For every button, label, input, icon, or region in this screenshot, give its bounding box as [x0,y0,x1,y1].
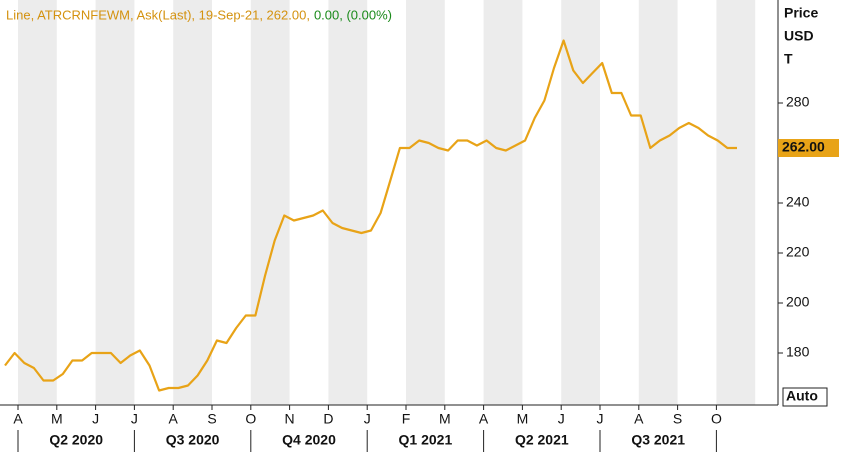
quarter-label: Q2 2021 [515,432,569,448]
x-tick-label: J [558,411,565,427]
month-band [328,0,368,405]
month-band [716,0,756,405]
x-tick-label: J [92,411,99,427]
x-tick-label: S [207,411,216,427]
y-tick-label: 240 [786,194,810,210]
quarter-label: Q2 2020 [49,432,103,448]
x-tick-label: S [673,411,682,427]
y-tick-label: 220 [786,244,810,260]
month-band [173,0,212,405]
y-tick-label: 200 [786,294,810,310]
month-band [483,0,523,405]
x-tick-label: O [245,411,256,427]
x-tick-label: J [364,411,371,427]
x-tick-label: A [634,411,644,427]
x-tick-label: A [13,411,23,427]
month-band [95,0,135,405]
axis-label: USD [784,28,814,44]
month-band [250,0,290,405]
month-band [638,0,678,405]
scale-mode: Auto [786,388,818,404]
x-tick-label: M [51,411,63,427]
x-tick-label: A [479,411,489,427]
y-tick-label: 180 [786,344,810,360]
x-tick-label: D [323,411,333,427]
y-tick-label: 280 [786,94,810,110]
month-band [406,0,445,405]
axis-label: Price [784,5,818,21]
price-line [4,39,737,392]
last-value-box [778,139,839,157]
x-tick-label: A [169,411,179,427]
x-tick-label: J [131,411,138,427]
quarter-label: Q3 2020 [166,432,220,448]
x-tick-label: M [439,411,451,427]
x-tick-label: M [517,411,529,427]
quarter-label: Q1 2021 [399,432,453,448]
x-tick-label: J [597,411,604,427]
month-bands [18,0,756,405]
scale-box [782,387,828,407]
x-tick-label: O [711,411,722,427]
legend-text: Line, ATRCRNFEWM, Ask(Last), 19-Sep-21, … [6,7,310,22]
month-band [561,0,600,405]
change-text: 0.00, (0.00%) [314,7,392,22]
quarter-label: Q3 2021 [631,432,685,448]
x-tick-label: F [402,411,411,427]
x-tick-label: N [285,411,295,427]
last-value-label: 262.00 [782,139,825,155]
axis-label: T [784,51,793,67]
quarter-label: Q4 2020 [282,432,336,448]
month-band [18,0,57,405]
